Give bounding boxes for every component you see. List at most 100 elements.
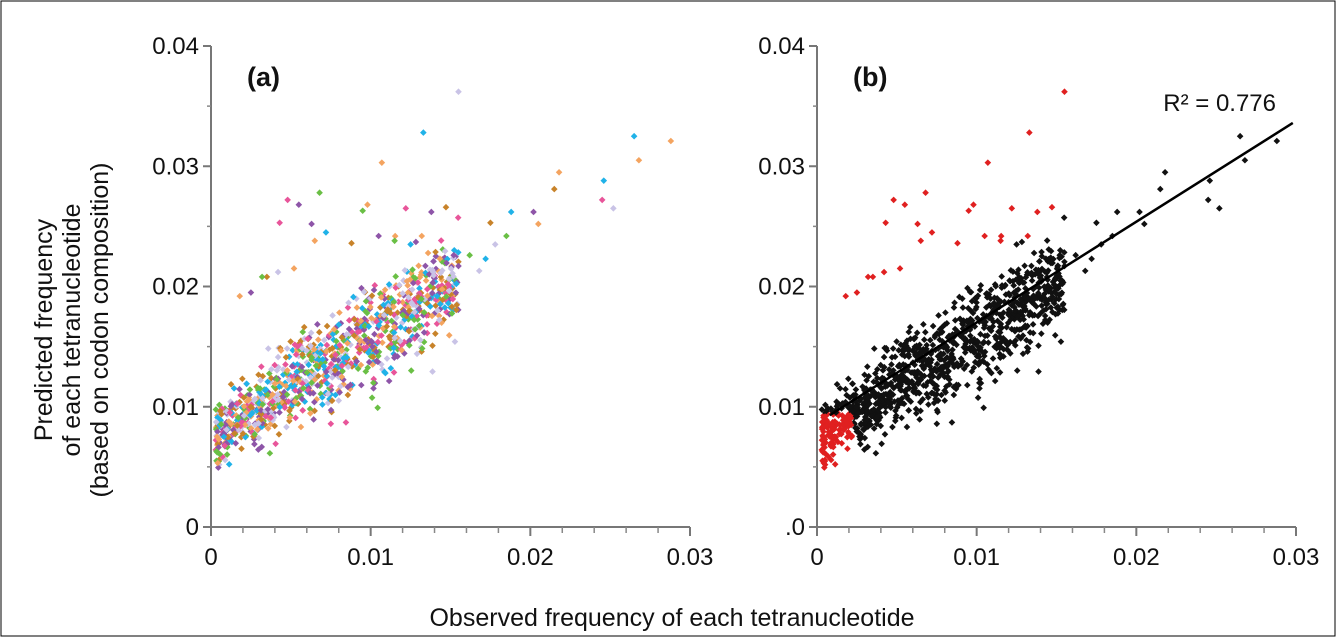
data-point [391, 320, 399, 328]
x-axis-title: Observed frequency of each tetranucleoti… [429, 604, 914, 632]
data-point [942, 309, 949, 316]
data-point [308, 220, 315, 228]
data-point [323, 372, 331, 380]
data-point [297, 392, 305, 400]
data-point [962, 346, 970, 353]
data-point [273, 367, 281, 374]
data-point [292, 351, 300, 358]
data-point [320, 336, 328, 344]
data-point [410, 316, 418, 324]
data-point [227, 380, 235, 388]
data-point [267, 414, 275, 421]
data-point [243, 402, 251, 410]
data-point [455, 262, 462, 270]
data-point [959, 321, 967, 329]
data-point [401, 267, 409, 274]
data-point [1029, 321, 1037, 328]
data-point [889, 423, 896, 431]
data-point [1051, 299, 1058, 307]
data-point [1002, 337, 1010, 345]
data-point [423, 312, 431, 319]
data-point [391, 352, 399, 359]
data-point [951, 317, 959, 324]
data-point [847, 421, 855, 429]
data-point [432, 248, 439, 256]
data-point [893, 338, 900, 345]
data-point [888, 361, 895, 368]
data-point [840, 422, 847, 429]
data-point [390, 344, 398, 352]
data-point [1039, 292, 1047, 300]
data-point [979, 357, 986, 365]
data-point [437, 237, 445, 244]
data-point [237, 391, 244, 399]
data-point [264, 345, 272, 352]
data-point [1141, 220, 1148, 228]
data-point [1058, 306, 1066, 314]
data-point [979, 348, 986, 356]
data-point [374, 338, 382, 346]
data-point [368, 292, 376, 299]
data-point [423, 285, 431, 293]
data-point [997, 338, 1005, 346]
data-point [377, 294, 385, 301]
y-tick-label: 0.02 [152, 274, 199, 301]
data-point [216, 401, 223, 409]
data-point [290, 265, 298, 272]
data-point [1012, 342, 1019, 349]
data-point [304, 387, 312, 394]
data-point [323, 322, 331, 330]
data-point [413, 350, 421, 358]
data-point [415, 322, 423, 330]
data-point [1204, 196, 1212, 204]
data-point [1059, 301, 1067, 309]
data-point [1008, 325, 1016, 333]
data-point [268, 365, 275, 373]
data-point [980, 338, 988, 346]
data-point [357, 361, 365, 369]
data-point [311, 237, 319, 245]
data-point [997, 237, 1004, 245]
data-point [928, 368, 936, 376]
data-point [383, 355, 391, 362]
data-point [938, 351, 945, 359]
data-point [409, 266, 416, 274]
data-point [1059, 280, 1066, 288]
data-point [418, 295, 425, 303]
data-point [425, 294, 433, 302]
data-point [280, 402, 288, 410]
data-point [1047, 304, 1055, 311]
data-point [442, 293, 450, 300]
data-point [861, 446, 868, 453]
data-point [1061, 258, 1068, 266]
data-point [299, 407, 307, 414]
data-point [353, 321, 361, 329]
data-point [890, 367, 897, 374]
data-point [336, 341, 343, 349]
data-point [993, 295, 1001, 302]
data-point [861, 419, 868, 427]
data-point [920, 336, 928, 344]
data-point [367, 303, 374, 311]
data-point [305, 361, 312, 369]
data-point [971, 323, 979, 330]
data-point [882, 219, 889, 227]
data-point [334, 356, 342, 364]
data-point [844, 445, 851, 453]
data-point [901, 201, 909, 209]
data-point [957, 355, 965, 362]
data-point [944, 362, 952, 370]
data-point [224, 443, 231, 451]
data-point [873, 414, 881, 421]
data-point [984, 332, 991, 339]
data-point [1038, 248, 1045, 256]
data-point [314, 321, 321, 328]
data-point [264, 378, 271, 386]
data-point [246, 391, 253, 398]
data-point [919, 396, 927, 403]
data-point [308, 354, 316, 361]
data-point [894, 362, 902, 370]
data-point [971, 358, 979, 366]
data-point [251, 421, 259, 429]
